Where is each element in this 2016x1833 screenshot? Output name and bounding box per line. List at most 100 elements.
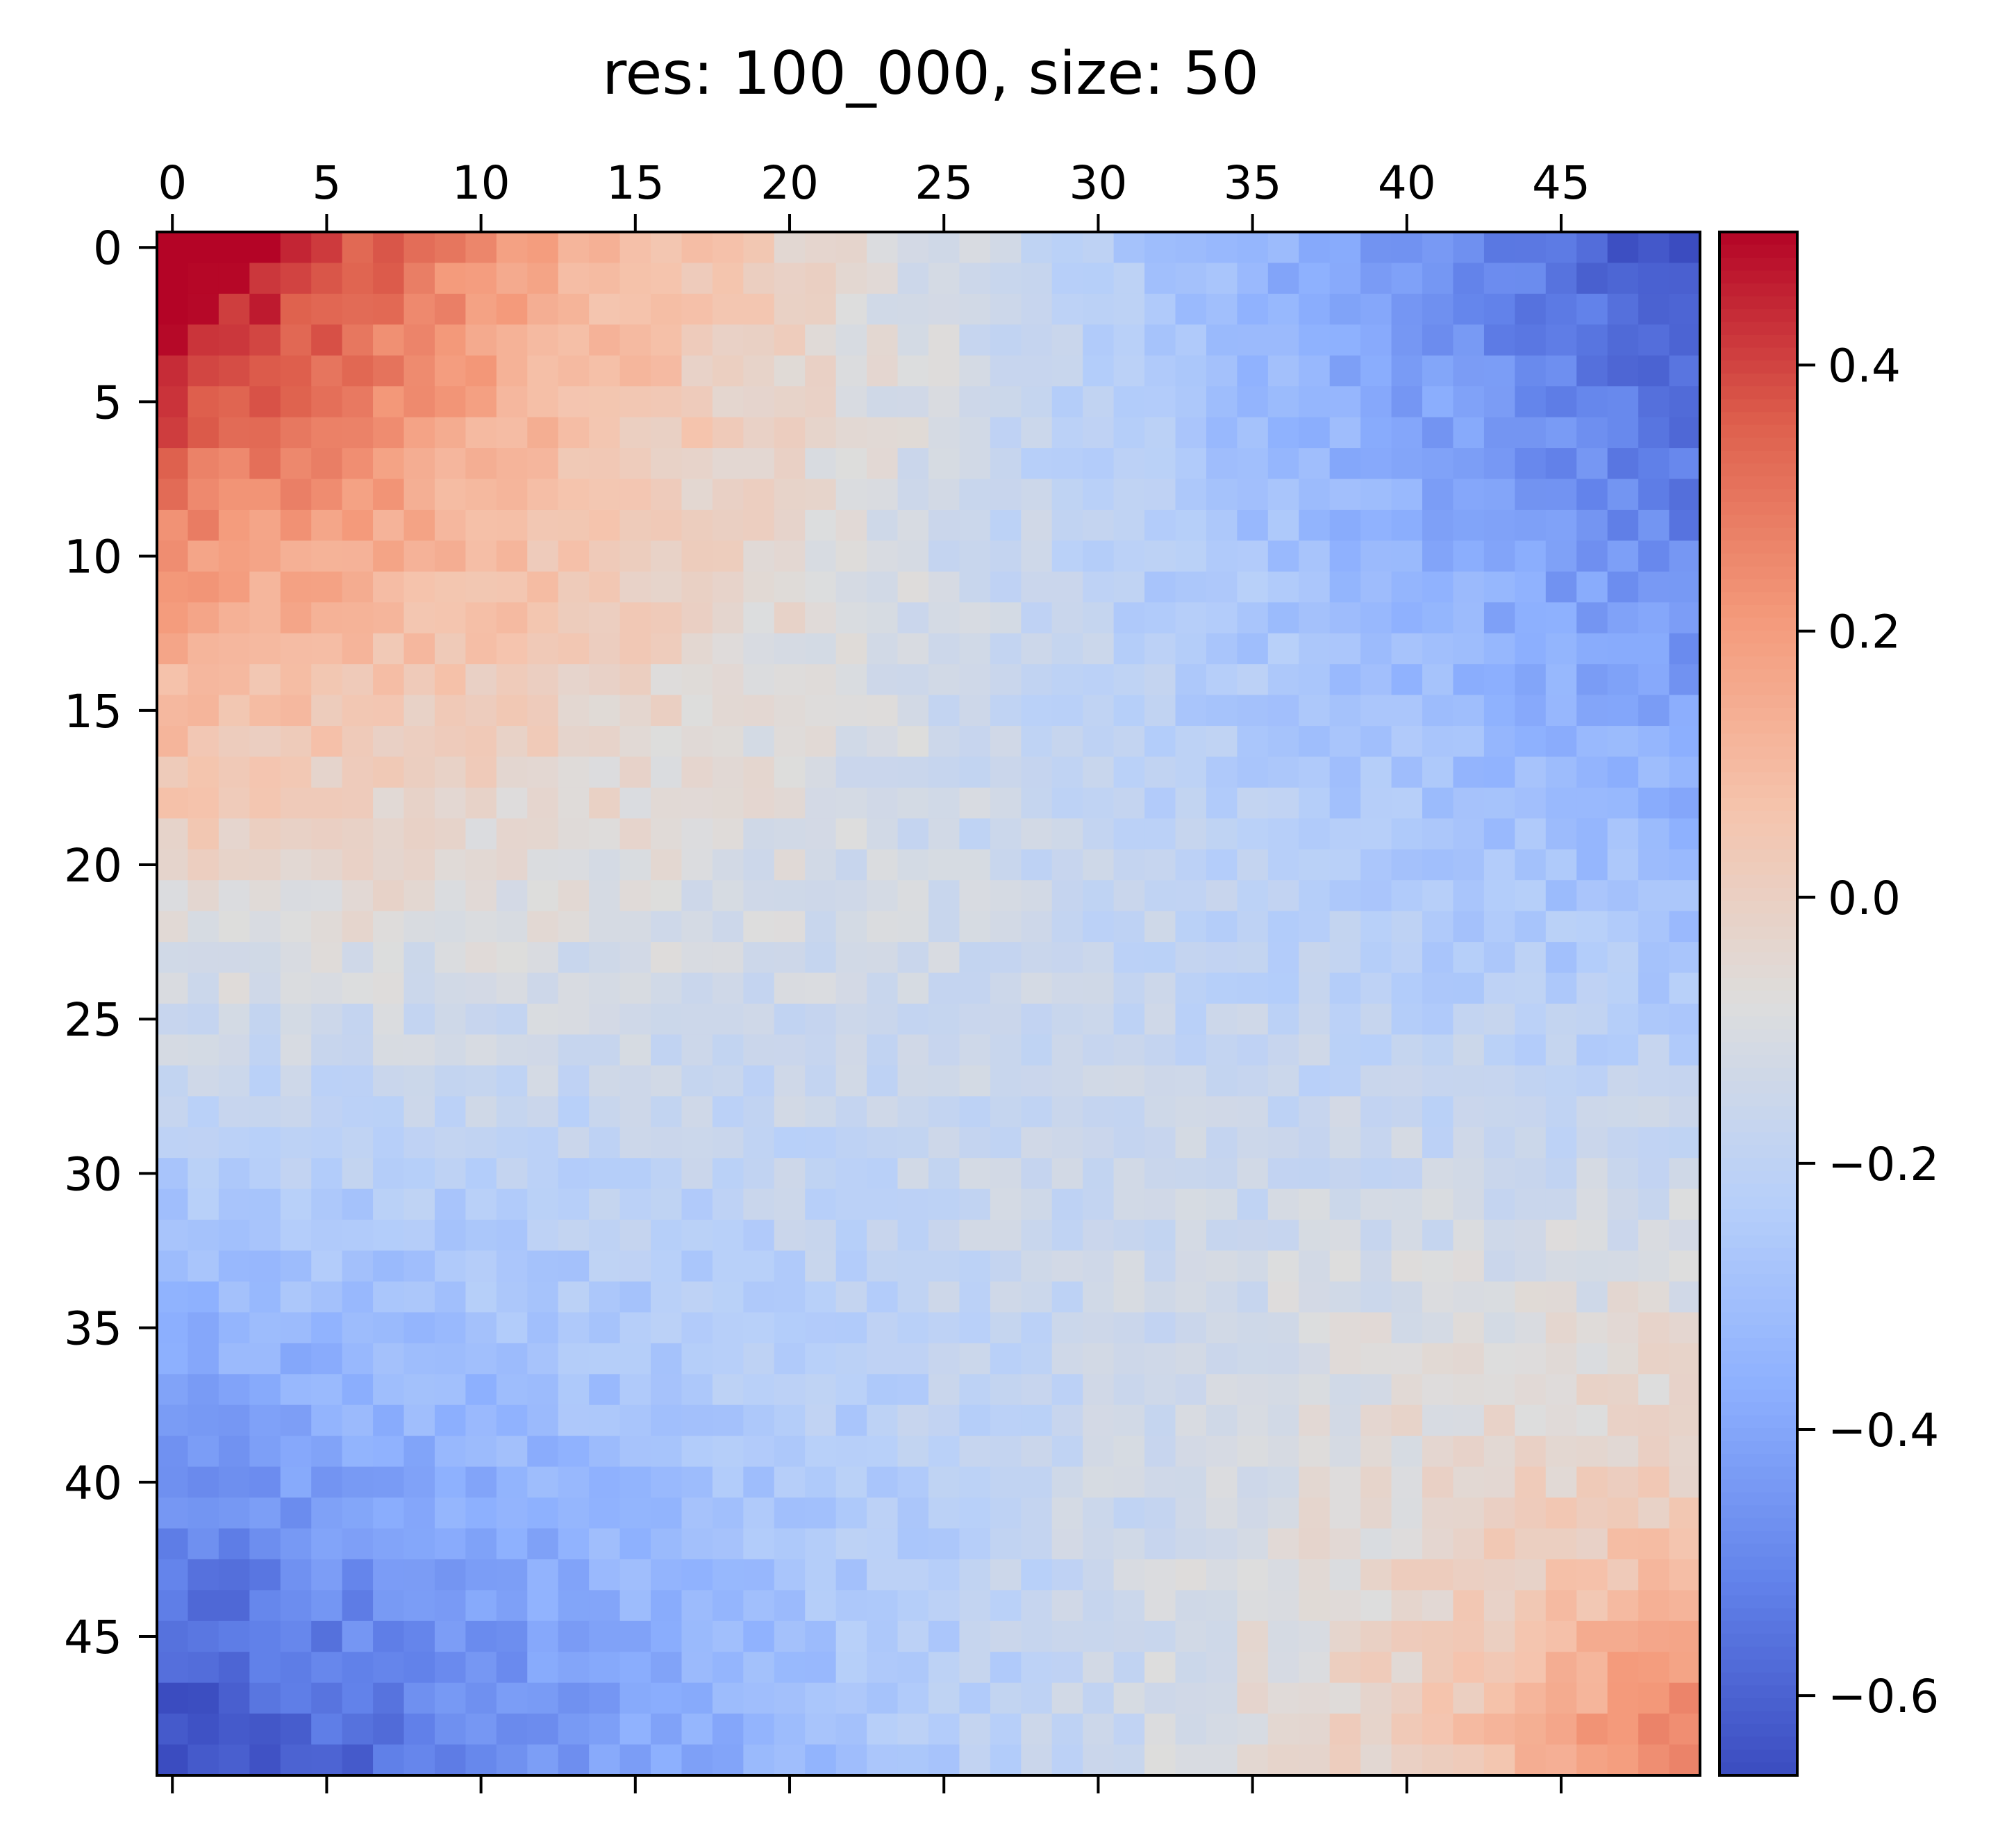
heatmap-cell xyxy=(1299,1065,1331,1097)
heatmap-cell xyxy=(743,448,775,480)
heatmap-cell xyxy=(1267,1250,1299,1282)
heatmap-cell xyxy=(342,293,374,325)
heatmap-cell xyxy=(403,1343,435,1375)
heatmap-cell xyxy=(218,1528,250,1560)
heatmap-cell xyxy=(1453,1714,1485,1745)
heatmap-cell xyxy=(1483,1466,1515,1498)
heatmap-cell xyxy=(465,232,497,264)
heatmap-cell xyxy=(1453,1220,1485,1252)
heatmap-cell xyxy=(1267,509,1299,541)
heatmap-cell xyxy=(990,540,1022,572)
heatmap-cell xyxy=(311,355,343,387)
heatmap-cell xyxy=(774,602,806,634)
heatmap-cell xyxy=(1669,726,1701,758)
heatmap-cell xyxy=(1545,1004,1577,1036)
heatmap-cell xyxy=(774,1404,806,1436)
heatmap-cell xyxy=(897,602,929,634)
heatmap-cell xyxy=(1237,664,1269,696)
heatmap-cell xyxy=(1144,1374,1176,1406)
heatmap-cell xyxy=(1422,540,1454,572)
heatmap-cell xyxy=(1483,1065,1515,1097)
heatmap-cell xyxy=(589,1220,621,1252)
heatmap-cell xyxy=(867,324,899,356)
heatmap-cell xyxy=(1237,571,1269,603)
heatmap-cell xyxy=(1391,232,1423,264)
heatmap-cell xyxy=(403,1498,435,1529)
heatmap-cell xyxy=(712,1652,744,1684)
heatmap-cell xyxy=(465,1590,497,1622)
heatmap-cell xyxy=(712,726,744,758)
heatmap-cell xyxy=(1329,417,1361,449)
heatmap-cell xyxy=(1453,972,1485,1004)
heatmap-cell xyxy=(651,1559,683,1591)
colorbar-segment xyxy=(1719,836,1797,850)
heatmap-cell xyxy=(1545,386,1577,418)
heatmap-cell xyxy=(434,1620,466,1652)
heatmap-cell xyxy=(959,1034,991,1066)
heatmap-cell xyxy=(527,1744,559,1776)
colorbar-segment xyxy=(1719,965,1797,979)
heatmap-cell xyxy=(1515,1404,1547,1436)
heatmap-cell xyxy=(1206,386,1238,418)
heatmap-cell xyxy=(527,232,559,264)
heatmap-cell xyxy=(959,818,991,850)
heatmap-cell xyxy=(712,540,744,572)
heatmap-cell xyxy=(527,1404,559,1436)
heatmap-cell xyxy=(434,232,466,264)
heatmap-cell xyxy=(1545,849,1577,881)
heatmap-cell xyxy=(1391,509,1423,541)
heatmap-cell xyxy=(589,232,621,264)
heatmap-cell xyxy=(527,1466,559,1498)
heatmap-cell xyxy=(1422,1312,1454,1344)
heatmap-cell xyxy=(619,1714,651,1745)
heatmap-cell xyxy=(1391,664,1423,696)
heatmap-cell xyxy=(342,849,374,881)
heatmap-cell xyxy=(373,386,405,418)
heatmap-cell xyxy=(1669,849,1701,881)
colorbar-segment xyxy=(1719,1711,1797,1725)
heatmap-cell xyxy=(1669,1744,1701,1776)
colorbar-segment xyxy=(1719,592,1797,606)
heatmap-cell xyxy=(1206,355,1238,387)
heatmap-cell xyxy=(496,232,528,264)
heatmap-cell xyxy=(1669,787,1701,819)
heatmap-cell xyxy=(1391,695,1423,727)
heatmap-cell xyxy=(1329,1250,1361,1282)
heatmap-cell xyxy=(712,1436,744,1468)
heatmap-cell xyxy=(1545,1436,1577,1468)
heatmap-cell xyxy=(867,602,899,634)
heatmap-cell xyxy=(1669,1127,1701,1159)
heatmap-cell xyxy=(805,417,837,449)
heatmap-cell xyxy=(1483,1498,1515,1529)
heatmap-cell xyxy=(805,972,837,1004)
heatmap-cell xyxy=(527,386,559,418)
colorbar-segment xyxy=(1719,682,1797,696)
heatmap-cell xyxy=(1545,479,1577,511)
heatmap-cell xyxy=(743,1466,775,1498)
heatmap-cell xyxy=(1021,633,1053,665)
heatmap-cell xyxy=(249,849,281,881)
heatmap-cell xyxy=(434,1004,466,1036)
heatmap-cell xyxy=(342,324,374,356)
heatmap-cell xyxy=(619,880,651,912)
heatmap-cell xyxy=(1422,571,1454,603)
heatmap-cell xyxy=(465,1466,497,1498)
heatmap-cell xyxy=(249,1158,281,1190)
heatmap-cell xyxy=(496,1188,528,1220)
heatmap-cell xyxy=(897,1004,929,1036)
heatmap-cell xyxy=(1329,602,1361,634)
heatmap-cell xyxy=(342,417,374,449)
heatmap-cell xyxy=(867,849,899,881)
heatmap-cell xyxy=(1669,1590,1701,1622)
heatmap-cell xyxy=(743,1034,775,1066)
heatmap-cell xyxy=(1175,1127,1207,1159)
heatmap-cell xyxy=(1175,479,1207,511)
heatmap-cell xyxy=(867,1682,899,1714)
heatmap-cell xyxy=(774,972,806,1004)
heatmap-cell xyxy=(157,1404,189,1436)
heatmap-cell xyxy=(496,1620,528,1652)
heatmap-cell xyxy=(1607,1281,1639,1313)
heatmap-cell xyxy=(465,1528,497,1560)
heatmap-cell xyxy=(805,818,837,850)
heatmap-cell xyxy=(928,1343,960,1375)
